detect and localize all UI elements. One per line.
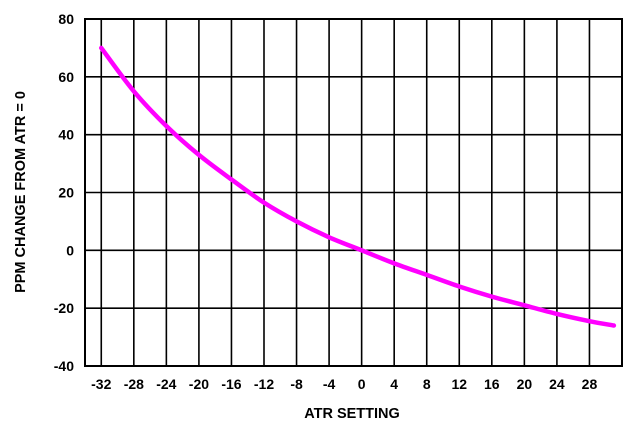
x-tick-label: 20 (517, 376, 533, 392)
y-tick-label: 20 (58, 185, 74, 201)
x-tick-label: -4 (323, 376, 336, 392)
y-tick-label: 40 (58, 127, 74, 143)
x-tick-label: 8 (423, 376, 431, 392)
x-tick-label: -28 (124, 376, 144, 392)
x-tick-label: 16 (484, 376, 500, 392)
x-tick-label: -20 (189, 376, 209, 392)
x-tick-label: 28 (582, 376, 598, 392)
x-tick-label: -24 (156, 376, 176, 392)
x-tick-label: -12 (254, 376, 274, 392)
x-tick-labels: -32 -28 -24 -20 -16 -12 -8 -4 0 4 8 12 16 20 24 28 (91, 376, 597, 392)
y-tick-label: -40 (54, 358, 74, 374)
y-tick-label: 0 (66, 242, 74, 258)
x-tick-label: 24 (549, 376, 565, 392)
y-tick-labels: -40 -20 0 20 40 60 80 (54, 11, 74, 374)
y-axis-title: PPM CHANGE FROM ATR = 0 (13, 91, 29, 293)
x-tick-label: 0 (358, 376, 366, 392)
x-tick-label: -8 (290, 376, 303, 392)
x-tick-label: 4 (390, 376, 398, 392)
x-tick-label: -16 (221, 376, 241, 392)
series-line (101, 48, 614, 326)
grid (85, 19, 622, 366)
y-tick-label: 80 (58, 11, 74, 27)
series-layer (101, 48, 614, 326)
x-tick-label: 12 (451, 376, 467, 392)
y-tick-label: -20 (54, 300, 74, 316)
x-axis-title: ATR SETTING (304, 406, 400, 422)
y-tick-label: 60 (58, 69, 74, 85)
x-tick-label: -32 (91, 376, 111, 392)
